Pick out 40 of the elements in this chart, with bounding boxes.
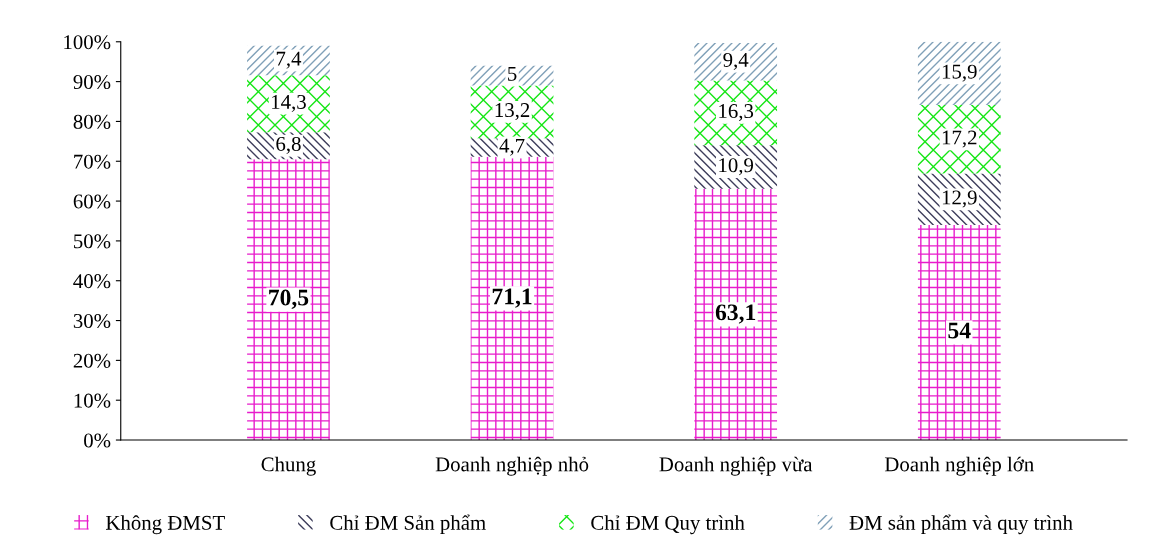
legend-label: ĐM sản phẩm và quy trình — [849, 514, 1073, 535]
bar — [694, 188, 778, 441]
bar — [917, 105, 1001, 174]
y-tick-label: 80% — [73, 114, 111, 129]
data-label: 10,9 — [719, 158, 754, 176]
y-tick-label: 50% — [74, 234, 111, 249]
data-label: 13,2 — [495, 103, 530, 121]
x-tick-label: Doanh nghiệp vừa — [659, 456, 813, 476]
data-label: 71,1 — [492, 288, 532, 308]
bar — [917, 224, 1001, 441]
data-label: 7,4 — [276, 51, 302, 69]
y-tick-label: 20% — [73, 353, 111, 368]
y-tick-label: 60% — [73, 194, 111, 209]
legend-label: Không ĐMST — [105, 515, 225, 535]
bar — [470, 156, 554, 441]
legend-label: Chỉ ĐM Sản phẩm — [330, 514, 486, 535]
y-tick-label: 100% — [64, 35, 111, 50]
data-label: 70,5 — [269, 289, 309, 309]
y-tick-label: 90% — [73, 74, 111, 90]
y-tick-label: 10% — [74, 393, 111, 408]
y-tick-label: 40% — [73, 274, 111, 289]
data-label: 16,3 — [719, 104, 754, 122]
data-label: 4,7 — [499, 138, 525, 156]
data-label: 9,4 — [723, 52, 749, 70]
x-tick-label: Doanh nghiệp nhỏ — [435, 456, 589, 476]
x-tick-label: Doanh nghiệp lớn — [884, 456, 1034, 476]
data-label: 63,1 — [715, 304, 756, 324]
data-label: 12,9 — [942, 190, 977, 208]
bar — [247, 159, 330, 441]
legend-label: Chỉ ĐM Quy trình — [591, 515, 745, 535]
data-label: 6,8 — [276, 136, 301, 154]
data-label: 15,9 — [942, 64, 977, 82]
y-tick-label: 70% — [74, 154, 111, 169]
data-label: 5 — [508, 66, 517, 81]
data-label: 14,3 — [272, 94, 306, 112]
y-tick-label: 0% — [84, 433, 111, 448]
x-tick-label: Chung — [261, 456, 316, 476]
data-label: 17,2 — [942, 130, 977, 148]
y-tick-label: 30% — [73, 313, 111, 329]
data-label: 54 — [948, 322, 971, 339]
